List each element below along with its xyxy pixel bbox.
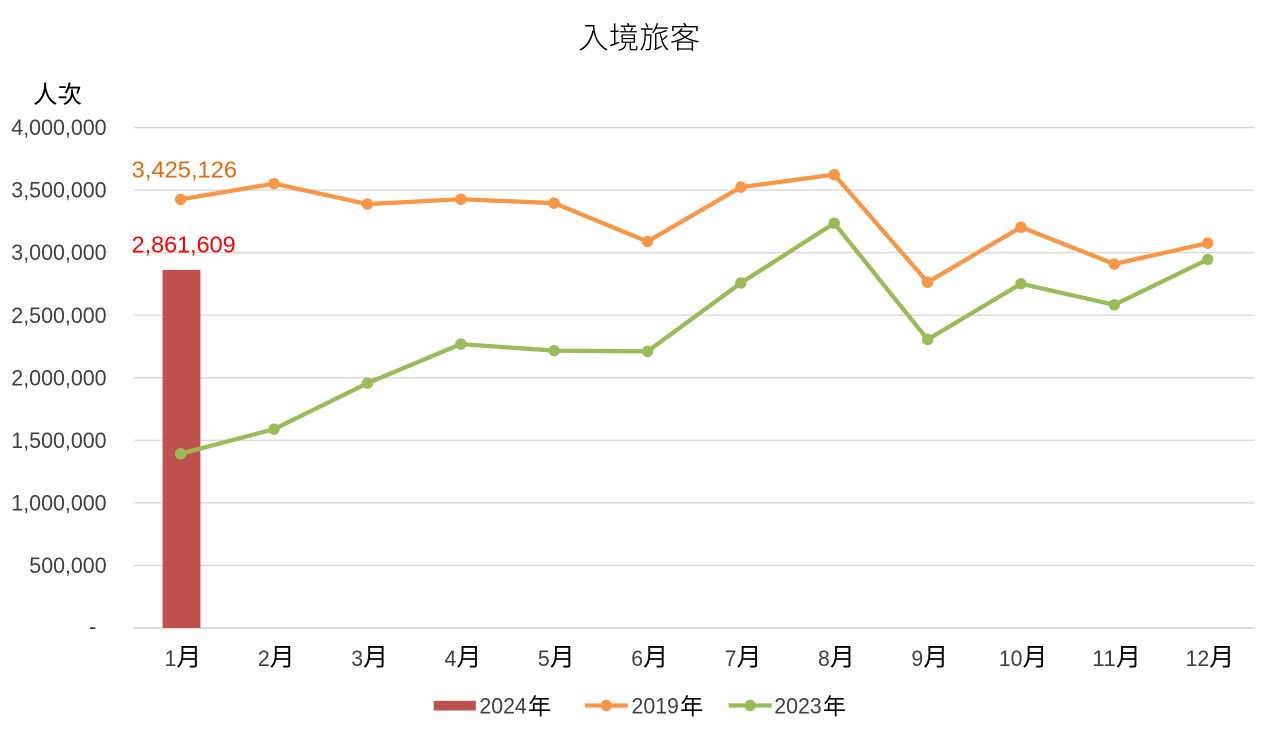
svg-text:2023: 2023 <box>774 694 821 719</box>
svg-text:10: 10 <box>999 646 1023 671</box>
svg-text:4,000,000: 4,000,000 <box>11 115 106 140</box>
svg-text:3: 3 <box>351 646 363 671</box>
svg-text:3,425,126: 3,425,126 <box>132 157 237 183</box>
svg-text:3,500,000: 3,500,000 <box>11 178 106 203</box>
svg-text:5: 5 <box>538 646 550 671</box>
svg-text:6: 6 <box>631 646 643 671</box>
svg-text:8: 8 <box>818 646 830 671</box>
svg-text:2019: 2019 <box>632 694 679 719</box>
svg-text:2,861,609: 2,861,609 <box>132 231 236 257</box>
svg-text:3,000,000: 3,000,000 <box>11 240 106 265</box>
svg-text:500,000: 500,000 <box>29 553 106 578</box>
svg-text:11: 11 <box>1092 646 1116 671</box>
svg-text:2,500,000: 2,500,000 <box>11 303 106 328</box>
svg-text:-: - <box>89 614 97 639</box>
svg-text:1,000,000: 1,000,000 <box>11 490 106 515</box>
svg-text:4: 4 <box>445 646 457 671</box>
svg-text:1,500,000: 1,500,000 <box>11 428 106 453</box>
svg-text:2: 2 <box>258 646 270 671</box>
svg-text:9: 9 <box>911 646 923 671</box>
svg-text:12: 12 <box>1186 646 1210 671</box>
svg-text:7: 7 <box>725 646 737 671</box>
svg-text:2,000,000: 2,000,000 <box>11 365 106 390</box>
svg-text:1: 1 <box>164 646 176 671</box>
svg-text:2024: 2024 <box>479 694 526 719</box>
